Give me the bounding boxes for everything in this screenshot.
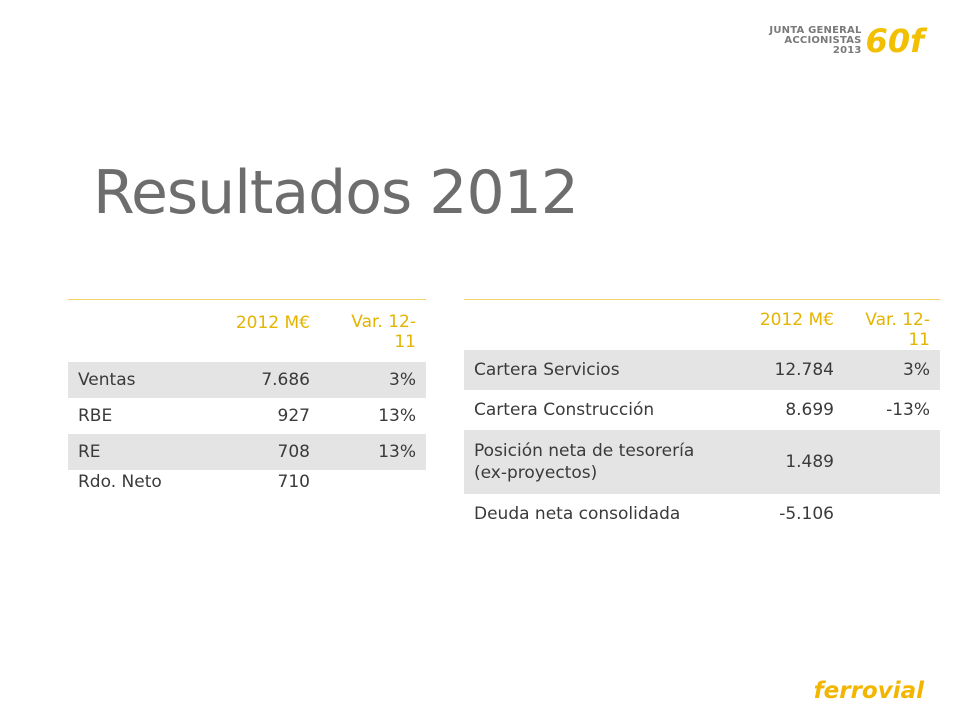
row-value: 710: [277, 472, 310, 492]
table-row: Ventas 7.686 3%: [68, 362, 426, 398]
row-var: [844, 494, 940, 534]
table-header-row: 2012 M€ Var. 12-11: [68, 299, 426, 363]
table-header-var: Var. 12-11: [351, 312, 416, 352]
row-value: 7.686: [206, 362, 320, 398]
agm-logo-number: 60f: [865, 22, 924, 60]
row-label: Deuda neta consolidada: [474, 504, 681, 524]
row-var: 3%: [320, 362, 426, 398]
row-label: Rdo. Neto: [78, 472, 162, 492]
page-title: Resultados 2012: [93, 158, 579, 228]
table-row: Posición neta de tesorería (ex-proyectos…: [464, 430, 940, 494]
table-row: Rdo. Neto 710: [68, 470, 426, 498]
table-header-var: Var. 12-11: [865, 310, 930, 350]
row-var: [844, 430, 940, 494]
table-header-value: 2012 M€: [235, 313, 310, 333]
row-label: RBE: [78, 406, 113, 426]
row-value: 1.489: [724, 430, 844, 494]
agm-logo-line-2: ACCIONISTAS: [784, 35, 862, 46]
row-var: [320, 470, 426, 498]
agm-logo-line-1: JUNTA GENERAL: [769, 25, 862, 36]
row-label: Posición neta de tesorería (ex-proyectos…: [464, 430, 724, 494]
portfolio-table: 2012 M€ Var. 12-11 Cartera Servicios 12.…: [464, 299, 940, 534]
table-header-value: 2012 M€: [759, 310, 834, 330]
row-label: Cartera Servicios: [464, 350, 724, 390]
agm-logo-text: JUNTA GENERAL ACCIONISTAS 2013: [769, 26, 861, 56]
row-label: RE: [68, 434, 206, 470]
row-var: -13%: [886, 400, 930, 420]
agm-logo: JUNTA GENERAL ACCIONISTAS 2013 60f: [769, 22, 924, 60]
table-header-empty: [464, 300, 724, 351]
row-value: 708: [206, 434, 320, 470]
table-row: Cartera Servicios 12.784 3%: [464, 350, 940, 390]
results-table: 2012 M€ Var. 12-11 Ventas 7.686 3% RBE 9…: [68, 299, 426, 498]
row-value: 8.699: [785, 400, 834, 420]
row-value: 927: [277, 406, 310, 426]
row-label: Ventas: [68, 362, 206, 398]
row-var: 3%: [844, 350, 940, 390]
table-row: Deuda neta consolidada -5.106: [464, 494, 940, 534]
agm-logo-line-3: 2013: [832, 45, 862, 56]
table-row: RBE 927 13%: [68, 398, 426, 434]
row-label: Cartera Construcción: [474, 400, 655, 420]
table-row: RE 708 13%: [68, 434, 426, 470]
row-value: -5.106: [779, 504, 834, 524]
row-var: 13%: [320, 434, 426, 470]
ferrovial-logo: ferrovial: [813, 678, 924, 704]
table-header-row: 2012 M€ Var. 12-11: [464, 299, 940, 351]
table-row: Cartera Construcción 8.699 -13%: [464, 390, 940, 430]
table-header-empty: [68, 300, 206, 363]
row-var: 13%: [378, 406, 416, 426]
row-value: 12.784: [724, 350, 844, 390]
